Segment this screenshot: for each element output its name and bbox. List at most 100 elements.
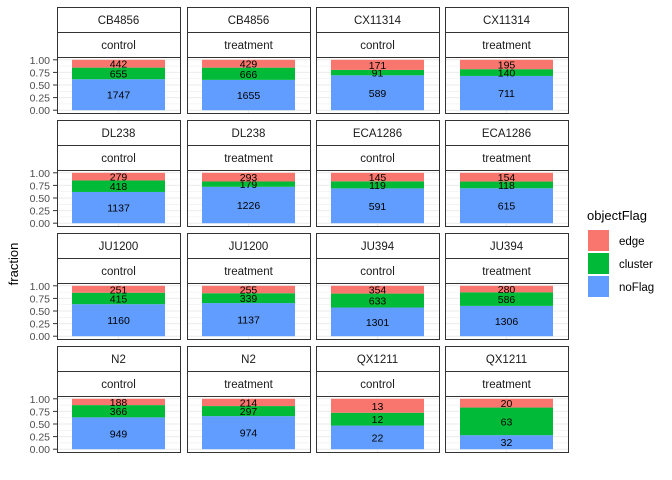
strip-strain-box [316,120,440,146]
data-label-noFlag: 949 [110,428,128,440]
legend-label-edge: edge [619,236,645,248]
strip-condition-box [57,32,181,58]
panel-border [187,396,311,453]
bar-segment-noFlag [331,188,424,224]
y-tick-label: 0.50 [30,193,51,205]
bar-segment-noFlag [72,417,165,450]
y-axis-title: fraction [6,243,21,286]
bar-segment-cluster [72,405,165,418]
bar-segment-edge [460,59,553,70]
legend-swatch-noFlag [588,276,609,297]
data-label-cluster: 179 [240,179,258,191]
bar-segment-noFlag [460,435,553,450]
data-label-edge: 429 [240,59,258,71]
bar-segment-cluster [202,67,295,80]
strip-condition-label: treatment [224,153,273,165]
strip-condition-label: control [101,153,136,165]
bar-segment-noFlag [72,79,165,111]
strip-strain-box [187,7,311,33]
bar-segment-edge [460,398,553,408]
strip-strain-label: QX1211 [357,354,398,366]
strip-strain-box [57,120,181,146]
panel-border [187,283,311,340]
data-label-edge: 145 [369,172,387,184]
strip-condition-box [445,32,569,58]
strip-strain-box [445,346,569,372]
legend-label-noFlag: noFlag [619,282,654,294]
strip-strain-label: ECA1286 [482,128,531,140]
strip-condition-label: treatment [482,40,531,52]
bar-segment-noFlag [72,304,165,337]
y-tick-label: 0.25 [30,432,51,444]
strip-condition-label: control [360,379,395,391]
panel-border [316,170,440,227]
data-label-noFlag: 32 [501,437,513,449]
strip-strain-label: CX11314 [483,15,531,27]
panel-border [187,170,311,227]
y-tick-label: 0.50 [30,306,51,318]
bar-segment-noFlag [331,307,424,337]
data-label-edge: 154 [498,172,516,184]
strip-strain-label: DL238 [102,128,136,140]
strip-condition-label: treatment [224,266,273,278]
bar-segment-noFlag [202,303,295,337]
y-tick-label: 1.00 [30,394,51,406]
strip-condition-box [57,258,181,284]
panel-border [57,396,181,453]
data-label-cluster: 339 [240,293,258,305]
bar-segment-noFlag [331,425,424,450]
data-label-noFlag: 711 [498,88,515,100]
data-label-edge: 251 [110,284,128,296]
panel-border [187,57,311,114]
data-label-cluster: 418 [110,181,128,193]
data-label-edge: 214 [240,397,258,409]
bar-segment-noFlag [331,75,424,111]
data-label-edge: 195 [498,59,516,71]
bar-segment-edge [331,172,424,182]
bar-segment-noFlag [460,188,553,224]
strip-strain-label: ECA1286 [353,128,402,140]
data-label-cluster: 366 [110,406,128,418]
bar-segment-cluster [331,181,424,189]
strip-condition-box [187,258,311,284]
data-label-edge: 171 [369,60,387,72]
strip-condition-box [445,371,569,397]
data-label-cluster: 119 [369,180,386,192]
strip-strain-label: DL238 [232,128,266,140]
bar-segment-edge [331,398,424,413]
legend-title: objectFlag [587,208,647,223]
strip-strain-box [187,233,311,259]
y-tick-label: 1.00 [30,168,51,180]
panel-border [445,283,569,340]
bar-segment-noFlag [460,305,553,337]
data-label-cluster: 91 [372,68,384,80]
data-label-cluster: 297 [240,406,258,418]
panel-border [445,170,569,227]
bar-segment-edge [72,285,165,293]
panel-border [316,283,440,340]
strip-strain-label: CX11314 [354,15,402,27]
y-tick-label: 0.50 [30,80,51,92]
bar-segment-cluster [460,181,553,189]
bar-segment-noFlag [72,191,165,224]
bar-segment-noFlag [202,186,295,224]
strip-condition-label: control [101,379,136,391]
strip-condition-label: control [360,40,395,52]
strip-strain-label: QX1211 [486,354,527,366]
data-label-noFlag: 974 [240,428,258,440]
data-label-cluster: 655 [110,68,128,80]
data-label-cluster: 586 [498,294,516,306]
bar-segment-edge [202,172,295,182]
legend-label-cluster: cluster [619,259,653,271]
data-label-edge: 255 [240,285,258,297]
strip-strain-box [445,233,569,259]
y-tick-label: 0.75 [30,67,51,79]
bar-segment-cluster [72,180,165,192]
y-tick-label: 0.75 [30,293,51,305]
strip-condition-label: control [360,153,395,165]
data-label-noFlag: 1655 [237,90,261,102]
bar-segment-edge [72,398,165,406]
strip-strain-box [445,120,569,146]
strip-condition-box [57,145,181,171]
strip-strain-box [316,233,440,259]
